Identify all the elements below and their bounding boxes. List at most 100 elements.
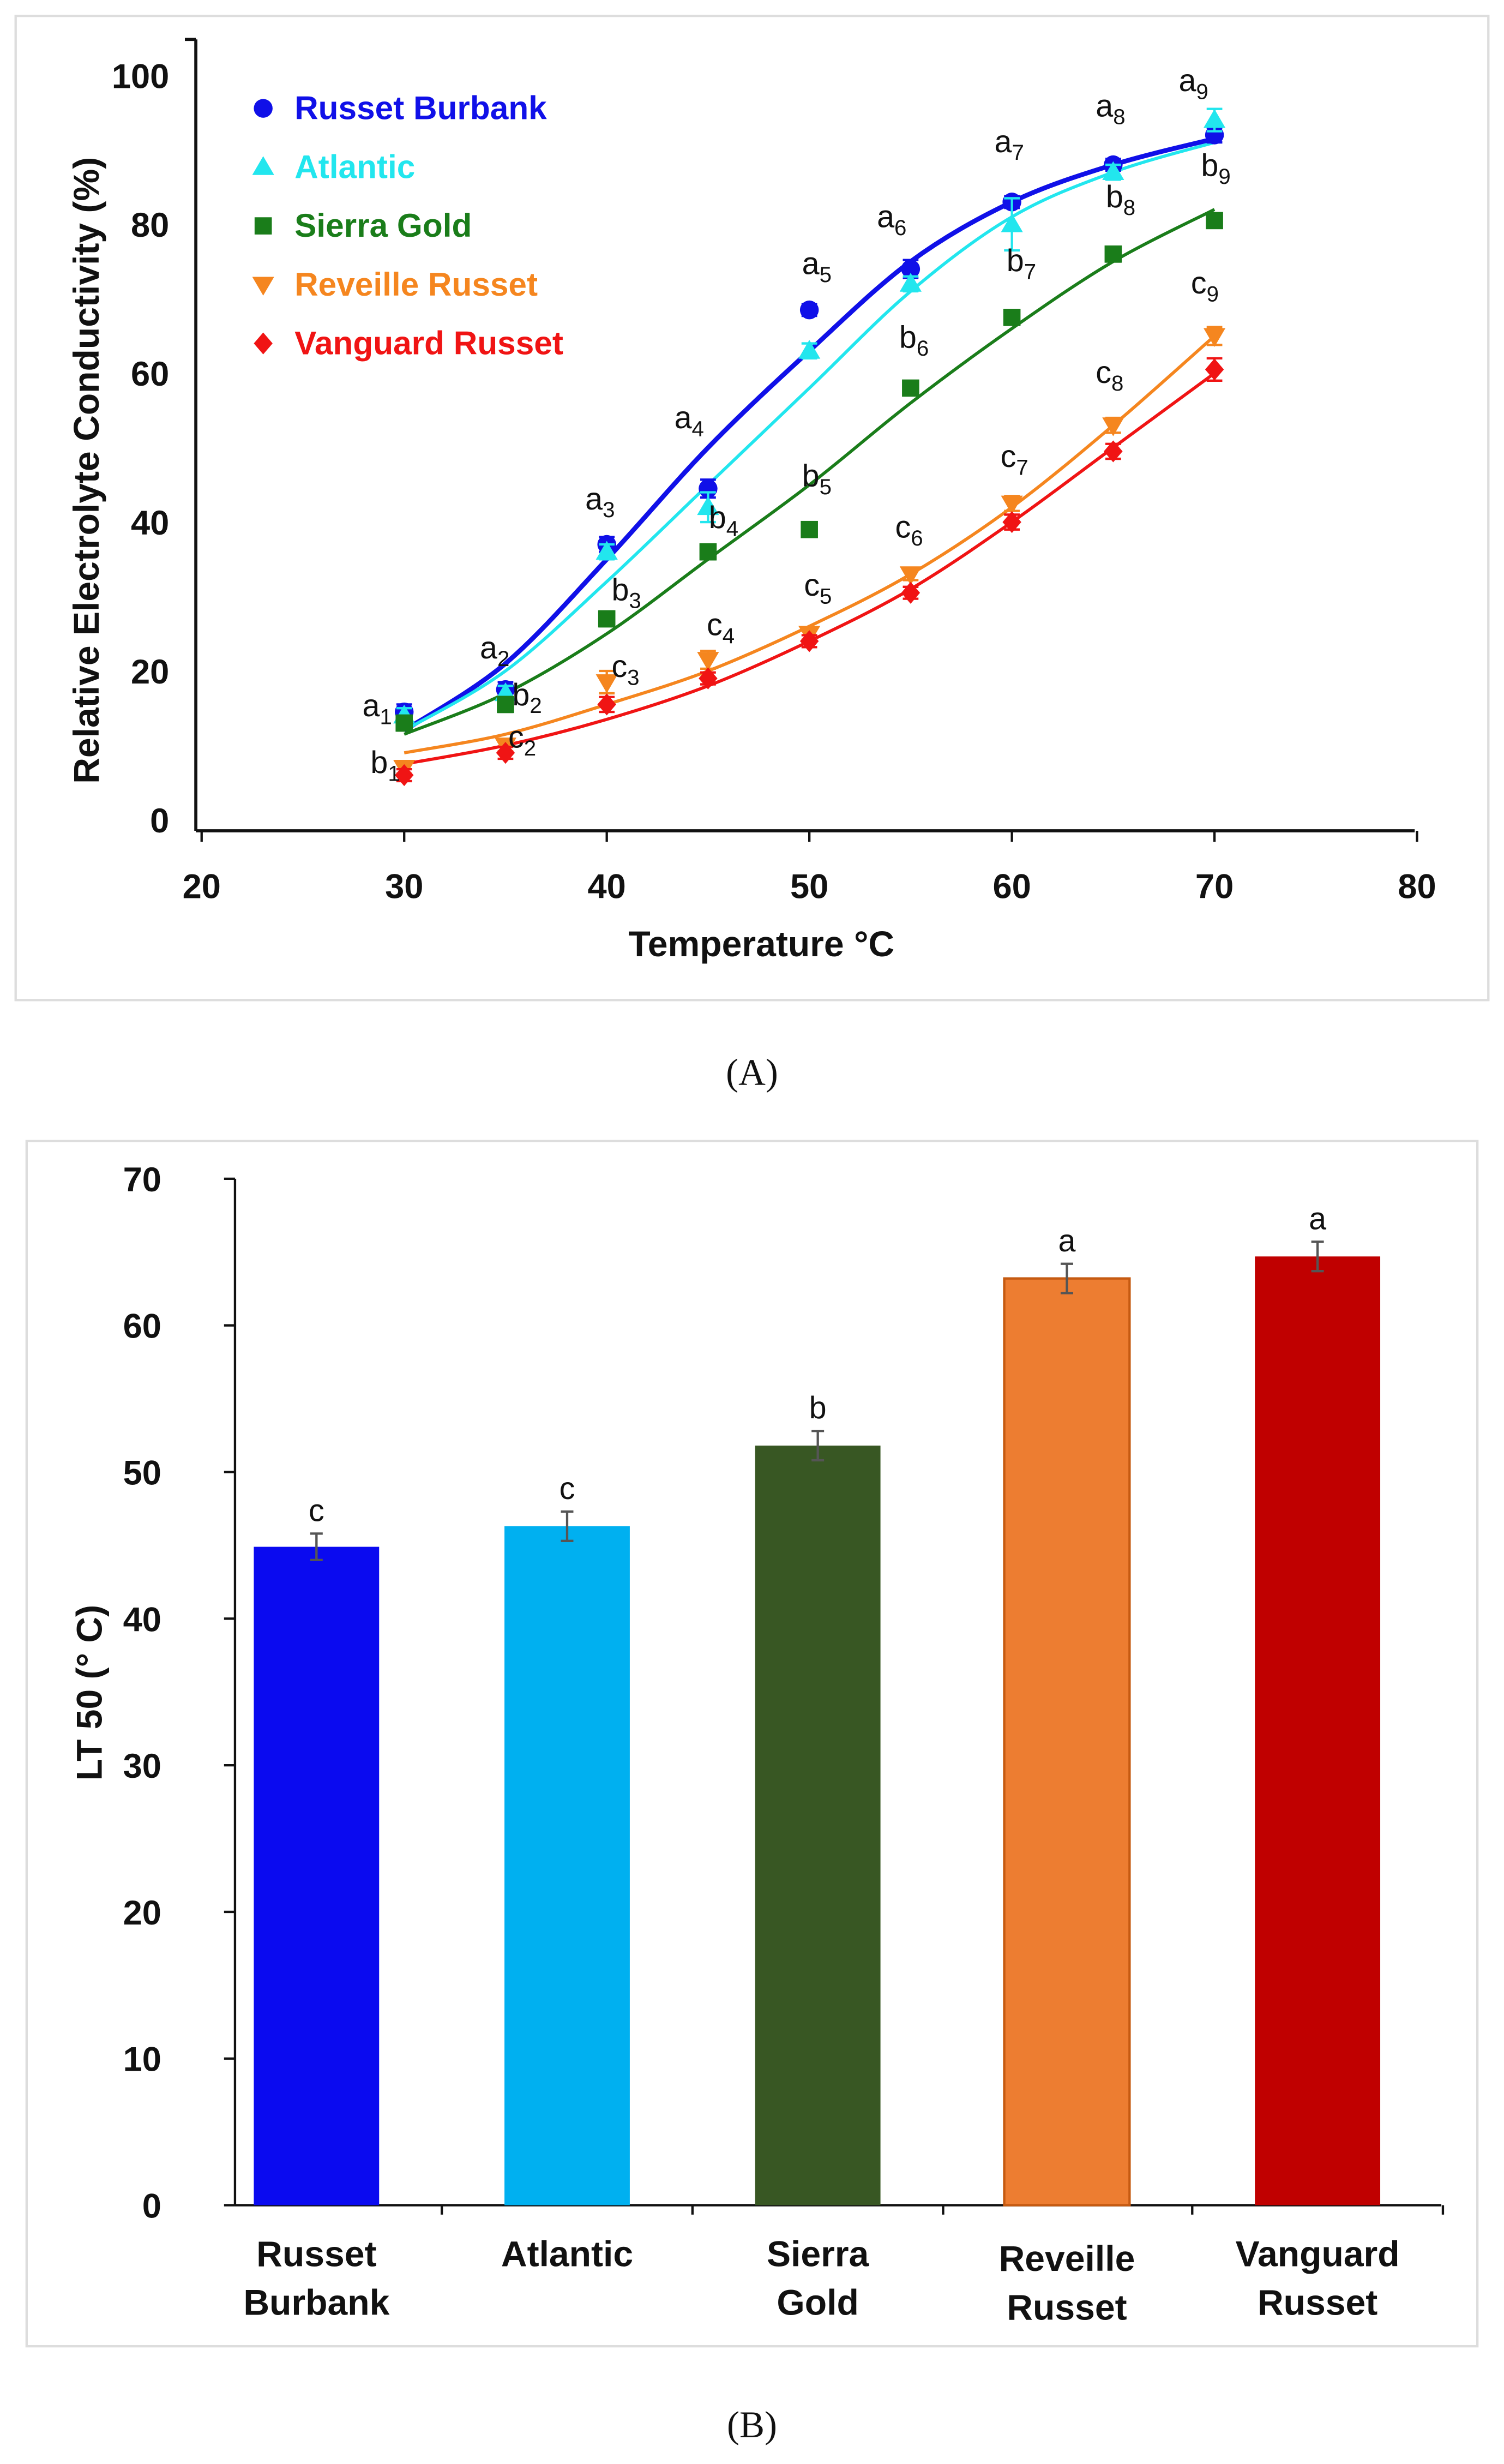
category-label: Atlantic	[501, 2234, 633, 2275]
letter: b	[1106, 179, 1123, 214]
x-tick-label: 40	[588, 868, 626, 906]
category-label: Gold	[777, 2283, 858, 2323]
x-axis-title: Temperature °C	[628, 924, 894, 964]
y-tick-label: 0	[150, 802, 169, 840]
data-point-atlantic	[1102, 161, 1124, 181]
bar	[1003, 1277, 1131, 2207]
letter: b	[512, 678, 530, 712]
letter: c	[707, 607, 723, 642]
significance-letter: a9	[1179, 63, 1208, 104]
significance-letter: c8	[1096, 355, 1123, 395]
subscript: 2	[530, 693, 542, 718]
data-point-sierra-gold	[395, 714, 413, 732]
data-point-vanguard-russet	[1002, 511, 1021, 533]
letter: c	[611, 649, 627, 684]
y-tick-label: 50	[123, 1454, 161, 1492]
letter: a	[802, 247, 820, 281]
data-point-reveille-russet	[595, 674, 618, 693]
subscript: 8	[1113, 105, 1125, 129]
letter: b	[709, 500, 726, 535]
data-point-vanguard-russet	[1205, 358, 1224, 381]
x-tick-label: 50	[790, 868, 828, 906]
y-tick-label: 60	[131, 355, 169, 393]
letter: a	[675, 400, 692, 435]
subscript: 3	[603, 497, 615, 522]
error-bar	[1311, 1240, 1324, 1273]
significance-letter: c6	[895, 510, 923, 550]
letter: c	[895, 510, 911, 545]
x-tick-label: 70	[1195, 868, 1234, 906]
significance-letter: c7	[1001, 439, 1028, 479]
data-point-sierra-gold	[598, 610, 616, 628]
subscript: 9	[1218, 164, 1230, 189]
data-point-reveille-russet	[1001, 495, 1023, 515]
subscript: 2	[497, 646, 509, 671]
subscript: 7	[1016, 455, 1028, 479]
category-label: Russet	[256, 2234, 376, 2275]
data-point-reveille-russet	[1203, 328, 1226, 347]
subscript: 4	[723, 624, 735, 648]
data-point-atlantic	[798, 340, 821, 359]
significance-letter: c5	[804, 568, 832, 608]
bar	[1255, 1256, 1381, 2205]
legend-label: Sierra Gold	[294, 207, 472, 244]
category-label: Vanguard	[1236, 2234, 1400, 2275]
y-tick-label: 20	[123, 1894, 161, 1932]
significance-letter: a2	[480, 631, 509, 671]
significance-letter: b2	[512, 678, 542, 718]
error-bar	[1060, 1262, 1073, 1294]
data-point-sierra-gold	[497, 696, 514, 714]
fit-curve-vanguard-russet	[404, 371, 1216, 766]
category-label: Russet	[1258, 2283, 1377, 2323]
data-point-reveille-russet	[1102, 417, 1124, 436]
y-axis-title: LT 50 (° C)	[70, 1605, 110, 1780]
significance-letter: c9	[1191, 266, 1219, 306]
letter: a	[363, 688, 380, 723]
category-label: Burbank	[243, 2283, 389, 2323]
legend-marker	[254, 217, 272, 235]
significance-letter: b8	[1106, 179, 1135, 220]
fit-curve-atlantic	[403, 141, 1215, 732]
x-tick-label: 60	[992, 868, 1031, 906]
significance-letter: a	[1058, 1224, 1075, 1258]
data-point-sierra-gold	[1206, 212, 1223, 230]
subscript: 1	[380, 705, 392, 729]
subscript: 4	[692, 416, 704, 441]
subscript: 5	[820, 475, 832, 499]
data-point-sierra-gold	[1104, 245, 1122, 263]
significance-letter: c	[560, 1471, 575, 1506]
legend-marker	[252, 277, 274, 296]
data-point-sierra-gold	[699, 543, 717, 561]
error-bar	[561, 1510, 574, 1542]
subscript: 9	[1196, 79, 1208, 104]
significance-letter: b	[809, 1390, 827, 1425]
significance-letter: a	[1309, 1201, 1326, 1236]
data-point-atlantic	[1203, 109, 1226, 128]
data-point-russet-burbank	[901, 259, 921, 279]
subscript: 5	[820, 584, 832, 609]
data-point-atlantic	[1001, 213, 1023, 232]
letter: b	[899, 320, 917, 355]
letter: a	[877, 200, 894, 235]
y-tick-label: 40	[131, 504, 169, 542]
letter: c	[1096, 355, 1111, 390]
significance-letter: b7	[1007, 243, 1036, 284]
significance-letter: b5	[802, 459, 832, 499]
significance-letter: a5	[802, 247, 832, 287]
legend-marker	[254, 99, 273, 118]
legend-label: Vanguard Russet	[294, 325, 563, 362]
error-bar	[811, 1430, 825, 1462]
letter: b	[611, 572, 629, 607]
subscript: 6	[917, 336, 929, 361]
subscript: 5	[820, 262, 832, 287]
subscript: 6	[894, 215, 906, 240]
y-tick-label: 0	[142, 2187, 161, 2226]
y-tick-label: 60	[123, 1308, 161, 1346]
significance-letter: b4	[709, 500, 738, 541]
significance-letter: a1	[363, 688, 392, 729]
subscript: 9	[1207, 281, 1219, 306]
significance-letter: b6	[899, 320, 929, 361]
subscript: 4	[726, 516, 738, 541]
y-tick-label: 100	[112, 57, 169, 95]
x-tick-label: 30	[385, 868, 423, 906]
